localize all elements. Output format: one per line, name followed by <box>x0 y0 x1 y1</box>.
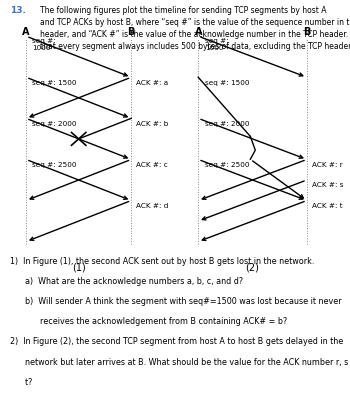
Text: b)  Will sender A think the segment with seq#=1500 was lost because it never: b) Will sender A think the segment with … <box>10 297 342 306</box>
Text: seq #:
1000: seq #: 1000 <box>33 38 56 51</box>
Text: seq #: 2000: seq #: 2000 <box>205 121 249 126</box>
Text: A: A <box>22 27 30 37</box>
Text: seq #: 1500: seq #: 1500 <box>205 80 249 86</box>
Text: t?: t? <box>10 378 33 387</box>
Text: ACK #: a: ACK #: a <box>136 80 168 86</box>
Text: network but later arrives at B. What should be the value for the ACK number r, s: network but later arrives at B. What sho… <box>10 358 350 366</box>
Text: (2): (2) <box>246 262 259 272</box>
Text: and TCP ACKs by host B, where “seq #” is the value of the sequence number in the: and TCP ACKs by host B, where “seq #” is… <box>40 18 350 27</box>
Text: A: A <box>195 27 202 37</box>
Text: ACK #: d: ACK #: d <box>136 203 168 209</box>
Text: ACK #: c: ACK #: c <box>136 162 168 168</box>
Text: header, and “ACK #” is the value of the acknowledge number in the TCP header. As: header, and “ACK #” is the value of the … <box>40 30 350 39</box>
Text: seq #:
1000: seq #: 1000 <box>205 38 229 51</box>
Text: seq #: 2500: seq #: 2500 <box>205 162 249 168</box>
Text: 1)  In Figure (1), the second ACK sent out by host B gets lost in the network.: 1) In Figure (1), the second ACK sent ou… <box>10 257 315 265</box>
Text: 2)  In Figure (2), the second TCP segment from host A to host B gets delayed in : 2) In Figure (2), the second TCP segment… <box>10 337 344 346</box>
Text: 13.: 13. <box>10 6 26 15</box>
Text: seq #: 1500: seq #: 1500 <box>33 80 77 86</box>
Text: ACK #: b: ACK #: b <box>136 121 168 126</box>
Text: seq #: 2500: seq #: 2500 <box>33 162 77 168</box>
Text: that every segment always includes 500 bytes of data, excluding the TCP header.: that every segment always includes 500 b… <box>40 42 350 51</box>
Text: a)  What are the acknowledge numbers a, b, c, and d?: a) What are the acknowledge numbers a, b… <box>10 277 244 286</box>
Text: (1): (1) <box>72 262 85 272</box>
Text: receives the acknowledgement from B containing ACK# = b?: receives the acknowledgement from B cont… <box>10 317 288 326</box>
Text: The following figures plot the timeline for sending TCP segments by host A: The following figures plot the timeline … <box>40 6 327 15</box>
Text: ACK #: t: ACK #: t <box>312 203 342 209</box>
Text: B: B <box>127 27 135 37</box>
Text: seq #: 2000: seq #: 2000 <box>33 121 77 126</box>
Text: B: B <box>303 27 310 37</box>
Text: ACK #: s: ACK #: s <box>312 182 343 188</box>
Text: ACK #: r: ACK #: r <box>312 162 343 168</box>
